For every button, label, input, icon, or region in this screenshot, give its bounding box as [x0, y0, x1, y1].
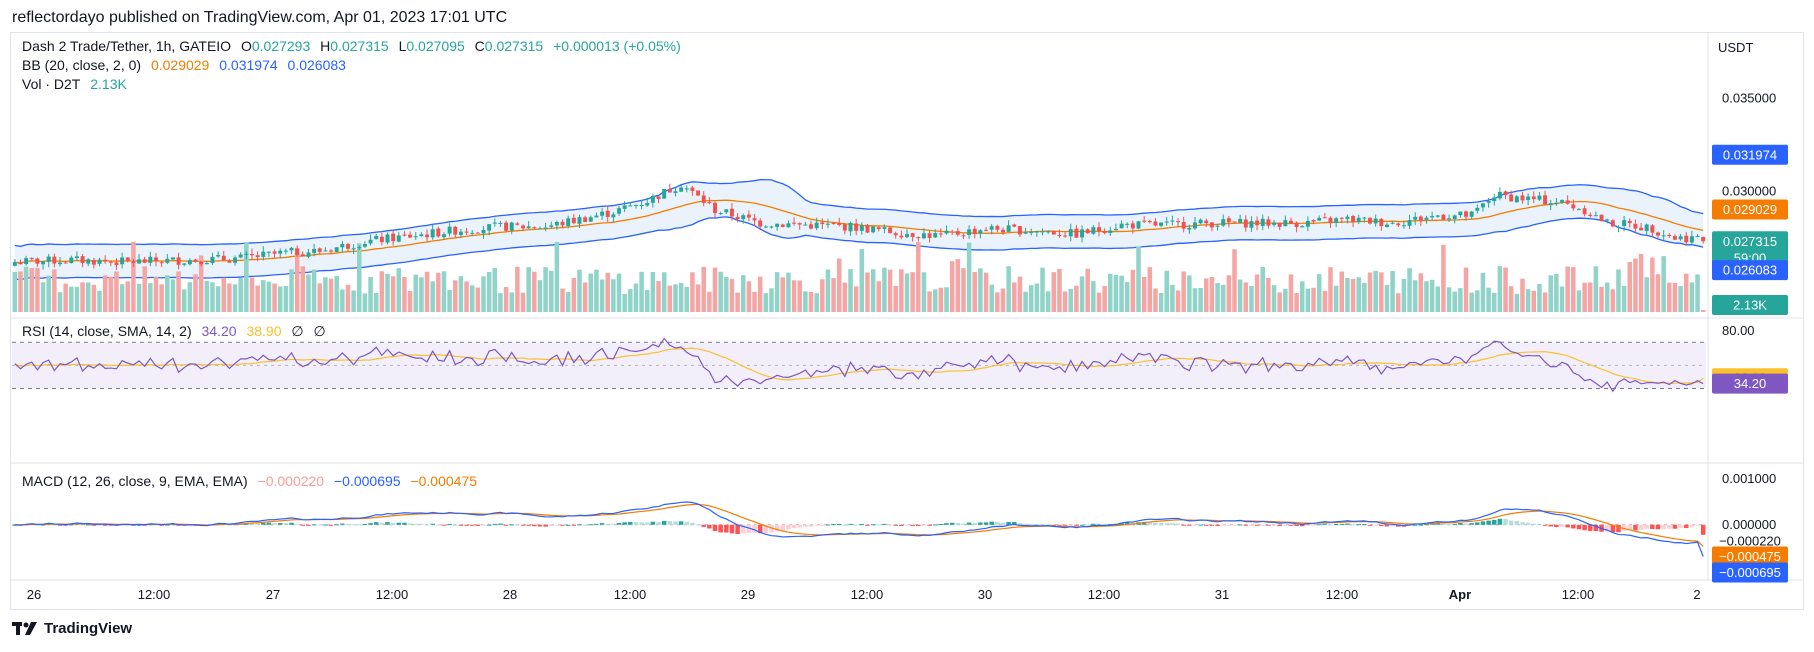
rsi-empty-1: ∅: [291, 323, 304, 339]
rsi-empty-2: ∅: [313, 323, 326, 339]
rsi-ma-value: 38.90: [246, 323, 282, 339]
rsi-legend: RSI (14, close, SMA, 14, 2) 34.20 38.90 …: [22, 323, 332, 340]
tradingview-logo-icon: [12, 621, 37, 635]
bb-lower-value: 0.026083: [287, 57, 346, 73]
macd-legend: MACD (12, 26, close, 9, EMA, EMA) −0.000…: [22, 473, 483, 489]
publish-header: reflectordayo published on TradingView.c…: [12, 9, 508, 26]
bb-basis-value: 0.029029: [150, 57, 210, 73]
low-label: L: [398, 38, 407, 54]
volume-value: 2.13K: [90, 76, 127, 92]
macd-label[interactable]: MACD (12, 26, close, 9, EMA, EMA): [22, 473, 248, 489]
symbol-title[interactable]: Dash 2 Trade/Tether, 1h, GATEIO: [22, 38, 232, 54]
macd-signal-value: −0.000475: [410, 473, 478, 489]
volume-legend: Vol · D2T 2.13K: [22, 76, 133, 92]
macd-hist-value: −0.000220: [257, 473, 325, 489]
tradingview-brand: TradingView: [44, 620, 133, 637]
high-value: 0.027315: [330, 38, 389, 54]
high-label: H: [320, 38, 331, 54]
close-label: C: [474, 38, 485, 54]
volume-label[interactable]: Vol · D2T: [22, 76, 81, 92]
open-value: 0.027293: [251, 38, 311, 54]
change-value: +0.000013 (+0.05%): [553, 38, 681, 54]
low-value: 0.027095: [406, 38, 465, 54]
bb-label[interactable]: BB (20, close, 2, 0): [22, 57, 142, 73]
tradingview-footer[interactable]: TradingView: [12, 620, 132, 637]
chart-frame: [10, 32, 1804, 610]
open-label: O: [240, 38, 252, 54]
close-value: 0.027315: [484, 38, 544, 54]
rsi-label[interactable]: RSI (14, close, SMA, 14, 2): [22, 323, 192, 339]
main-legend: Dash 2 Trade/Tether, 1h, GATEIO O0.02729…: [22, 38, 687, 54]
rsi-value: 34.20: [201, 323, 237, 339]
macd-line-value: −0.000695: [333, 473, 401, 489]
bb-legend: BB (20, close, 2, 0) 0.029029 0.031974 0…: [22, 57, 352, 73]
bb-upper-value: 0.031974: [219, 57, 278, 73]
